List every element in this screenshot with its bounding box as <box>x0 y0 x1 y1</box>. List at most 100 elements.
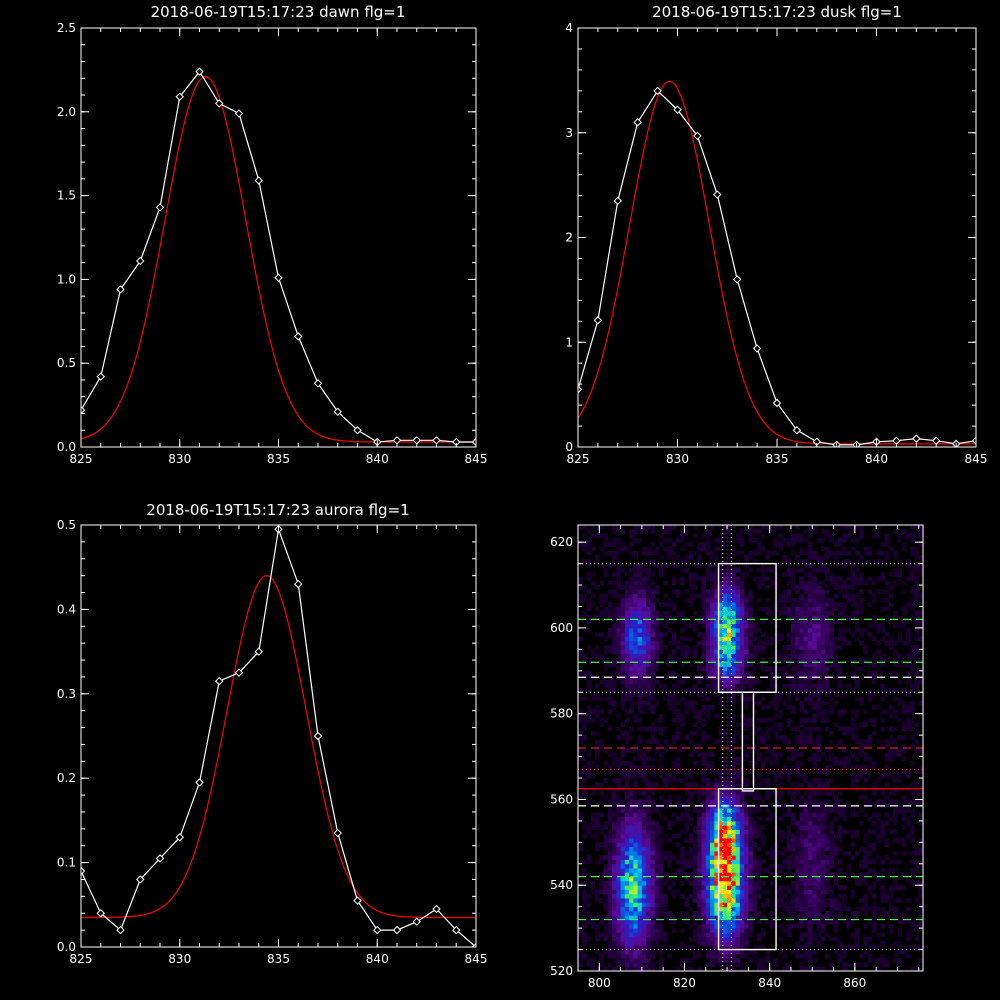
heatmap-cell <box>629 542 634 547</box>
heatmap-cell <box>727 563 732 569</box>
heatmap-cell <box>718 615 724 620</box>
heatmap-cell <box>688 597 694 603</box>
heatmap-cell <box>756 833 762 839</box>
heatmap-cell <box>612 833 617 839</box>
heatmap-cell <box>646 602 651 607</box>
heatmap-cell <box>714 915 719 920</box>
heatmap-cell <box>812 808 817 813</box>
heatmap-cell <box>718 816 724 822</box>
heatmap-cell <box>727 572 732 577</box>
heatmap-cell <box>816 649 822 655</box>
heatmap-cell <box>825 842 830 848</box>
heatmap-cell <box>722 919 728 925</box>
heatmap-cell <box>663 675 668 680</box>
heatmap-cell <box>595 936 600 942</box>
heatmap-cell <box>582 940 587 946</box>
heatmap-cell <box>808 593 813 599</box>
heatmap-cell <box>790 859 796 865</box>
heatmap-cell <box>629 687 634 693</box>
heatmap-cell <box>620 825 626 830</box>
heatmap-cell <box>578 773 583 779</box>
heatmap-cell <box>624 572 630 577</box>
heatmap-cell <box>888 889 894 895</box>
heatmap-cell <box>769 863 775 869</box>
heatmap-cell <box>578 795 583 800</box>
heatmap-cell <box>629 893 634 899</box>
heatmap-cell <box>718 795 724 800</box>
heatmap-cell <box>633 589 639 595</box>
heatmap-cell <box>705 863 711 869</box>
heatmap-cell <box>612 790 617 796</box>
heatmap-cell <box>871 623 877 629</box>
heatmap-cell <box>812 876 817 882</box>
heatmap-cell <box>825 726 830 732</box>
heatmap-cell <box>697 563 702 569</box>
heatmap-cell <box>599 790 604 796</box>
heatmap-cell <box>663 563 668 569</box>
heatmap-cell <box>744 563 749 569</box>
heatmap-cell <box>739 645 745 650</box>
heatmap-cell <box>799 919 805 925</box>
heatmap-cell <box>850 615 856 620</box>
heatmap-cell <box>637 653 643 659</box>
heatmap-cell <box>693 889 698 895</box>
heatmap-cell <box>859 606 864 612</box>
heatmap-cell <box>578 928 583 933</box>
heatmap-cell <box>727 898 732 903</box>
data-point-dawn <box>155 203 165 212</box>
heatmap-cell <box>820 537 826 543</box>
heatmap-cell <box>620 696 626 702</box>
heatmap-cell <box>761 889 766 895</box>
heatmap-cell <box>658 756 664 762</box>
heatmap-cell <box>808 833 813 839</box>
heatmap-cell <box>646 623 651 629</box>
heatmap-cell <box>582 559 587 564</box>
heatmap-cell <box>816 657 822 663</box>
heatmap-cell <box>859 700 864 706</box>
heatmap-cell <box>697 632 702 637</box>
heatmap-cell <box>744 602 749 607</box>
heatmap-cell <box>701 880 707 886</box>
heatmap-cell <box>752 953 758 959</box>
heatmap-cell <box>697 953 702 959</box>
heatmap-cell <box>820 898 826 903</box>
heatmap-cell <box>833 662 839 667</box>
heatmap-cell <box>816 537 822 543</box>
heatmap-cell <box>620 876 626 882</box>
heatmap-cell <box>799 537 805 543</box>
heatmap-cell <box>825 868 830 873</box>
heatmap-cell <box>761 717 766 723</box>
heatmap-cell <box>603 657 609 663</box>
heatmap-cell <box>637 928 643 933</box>
heatmap-cell <box>731 717 736 723</box>
heatmap-cell <box>620 593 626 599</box>
heatmap-cell <box>825 756 830 762</box>
x-tick-label-dawn: 845 <box>465 452 488 466</box>
heatmap-cell <box>667 945 673 950</box>
heatmap-cell <box>850 765 856 770</box>
heatmap-cell <box>710 645 715 650</box>
heatmap-cell <box>859 533 864 539</box>
heatmap-cell <box>671 653 677 659</box>
x-tick-label-aurora: 825 <box>70 952 93 966</box>
heatmap-cell <box>629 666 634 672</box>
heatmap-cell <box>782 589 788 595</box>
heatmap-cell <box>880 859 886 865</box>
heatmap-cell <box>646 855 651 860</box>
heatmap-cell <box>650 829 656 835</box>
heatmap-cell <box>641 790 647 796</box>
heatmap-cell <box>876 812 881 818</box>
heatmap-cell <box>825 533 830 539</box>
heatmap-cell <box>761 730 766 736</box>
heatmap-cell <box>859 748 864 753</box>
heatmap-cell <box>646 906 651 912</box>
heatmap-cell <box>710 687 715 693</box>
heatmap-cell <box>829 808 834 813</box>
heatmap-cell <box>786 567 792 573</box>
heatmap-cell <box>688 585 694 590</box>
heatmap-cell <box>748 816 754 822</box>
heatmap-cell <box>714 885 719 890</box>
heatmap-cell <box>629 632 634 637</box>
heatmap-cell <box>888 902 894 908</box>
